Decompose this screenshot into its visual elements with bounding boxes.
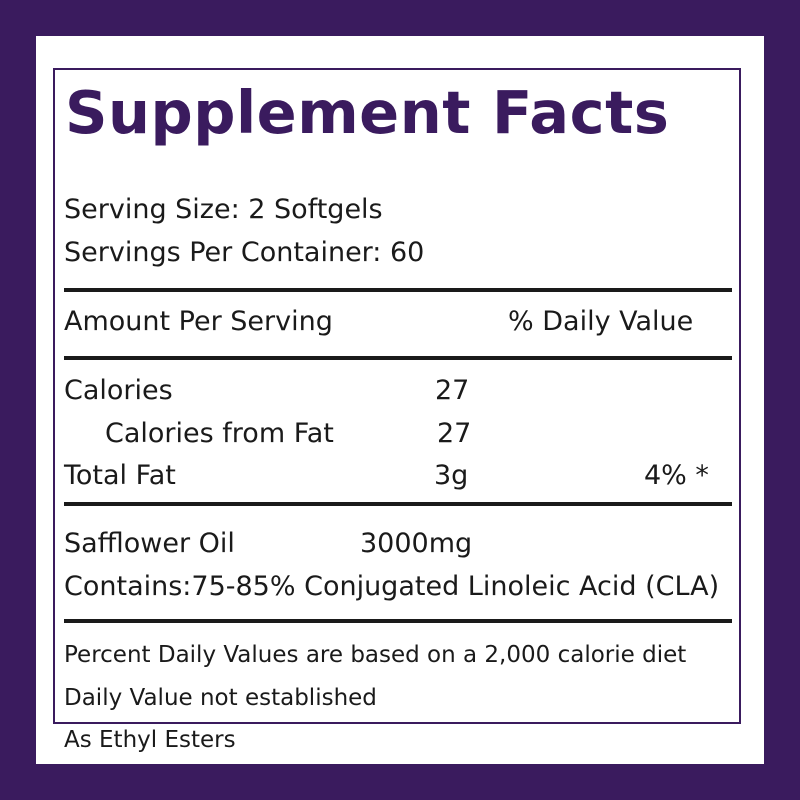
nutrient-name: Calories from Fat (105, 418, 334, 449)
nutrient-name: Total Fat (64, 460, 176, 491)
divider-rule (64, 356, 732, 360)
footnote: Daily Value not established (64, 685, 377, 711)
divider-rule (64, 619, 732, 623)
ingredient-name: Safflower Oil (64, 528, 235, 559)
nutrient-daily-value: 4% * (644, 460, 709, 491)
divider-rule (64, 502, 732, 506)
label-title: Supplement Facts (65, 78, 670, 147)
daily-value-header: % Daily Value (508, 306, 694, 337)
footnote: Percent Daily Values are based on a 2,00… (64, 642, 687, 668)
label-panel: Supplement Facts Serving Size: 2 Softgel… (36, 36, 764, 764)
ingredient-amount: 3000mg (360, 528, 473, 559)
serving-size: Serving Size: 2 Softgels (64, 194, 383, 225)
servings-per-container: Servings Per Container: 60 (64, 237, 425, 268)
supplement-facts-label: Supplement Facts Serving Size: 2 Softgel… (53, 68, 741, 752)
ingredient-contains: Contains:75-85% Conjugated Linoleic Acid… (64, 571, 720, 602)
amount-per-serving-header: Amount Per Serving (64, 306, 333, 337)
footnote: As Ethyl Esters (64, 727, 236, 753)
divider-rule (64, 288, 732, 292)
nutrient-amount: 27 (435, 375, 470, 406)
nutrient-amount: 3g (434, 460, 469, 491)
nutrient-name: Calories (64, 375, 173, 406)
nutrient-amount: 27 (437, 418, 472, 449)
